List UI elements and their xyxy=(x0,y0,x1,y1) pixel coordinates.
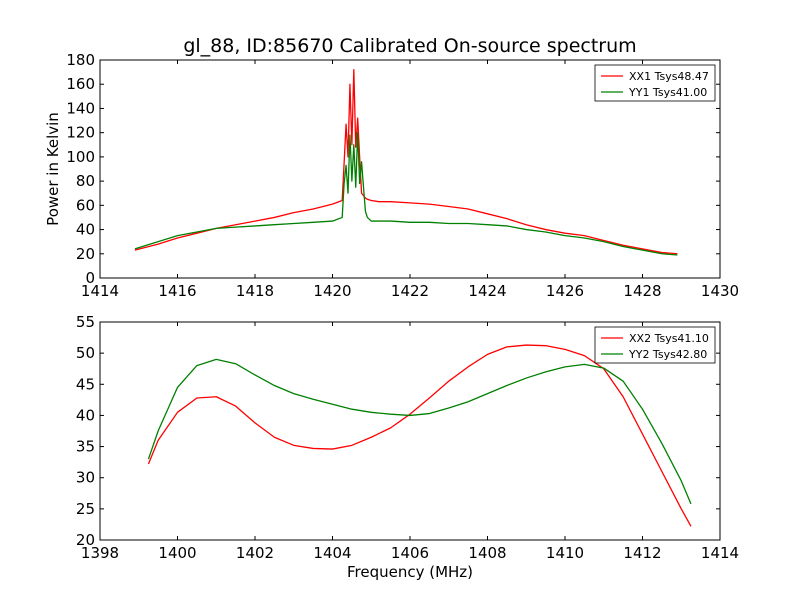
y-tick-label: 40 xyxy=(76,406,95,424)
x-tick-label: 1414 xyxy=(701,544,739,562)
y-tick-label: 35 xyxy=(76,438,95,456)
series-line-xx xyxy=(134,69,678,255)
series-line-yy xyxy=(134,132,678,256)
legend: XX1 Tsys48.47 YY1 Tsys41.00 xyxy=(594,64,716,102)
x-tick-label: 1410 xyxy=(546,544,584,562)
y-tick-label: 55 xyxy=(76,313,95,331)
legend: XX2 Tsys41.10 YY2 Tsys42.80 xyxy=(594,326,716,364)
y-axis-label: Power in Kelvin xyxy=(44,112,62,226)
y-tick-label: 0 xyxy=(85,269,95,287)
legend-box xyxy=(594,64,716,102)
legend-entry: YY2 Tsys42.80 xyxy=(628,348,707,361)
top-panel: 1414 1416 1418 1420 1422 1424 1426 1428 1430 0 20 4… xyxy=(44,35,739,300)
x-tick-label: 1414 xyxy=(81,282,119,300)
x-tick-label: 1398 xyxy=(81,544,119,562)
x-tick-label: 1400 xyxy=(158,544,196,562)
series-group xyxy=(134,69,678,256)
y-tick-label: 20 xyxy=(76,245,95,263)
x-tick-label: 1426 xyxy=(546,282,584,300)
y-tick-label: 120 xyxy=(66,124,95,142)
legend-entry: YY1 Tsys41.00 xyxy=(628,86,707,99)
x-tick-label: 1420 xyxy=(313,282,351,300)
y-tick-label: 160 xyxy=(66,75,95,93)
chart-title: gl_88, ID:85670 Calibrated On-source spe… xyxy=(183,35,636,57)
x-tick-label: 1418 xyxy=(236,282,274,300)
x-tick-label: 1422 xyxy=(391,282,429,300)
y-tick-label: 40 xyxy=(76,221,95,239)
y-tick-label: 30 xyxy=(76,469,95,487)
series-line-xx xyxy=(147,344,692,527)
x-tick-label: 1402 xyxy=(236,544,274,562)
legend-box xyxy=(594,326,716,364)
y-tick-label: 80 xyxy=(76,172,95,190)
legend-entry: XX2 Tsys41.10 xyxy=(629,332,709,345)
y-tick-label: 25 xyxy=(76,500,95,518)
y-tick-label: 100 xyxy=(66,148,95,166)
y-tick-label: 180 xyxy=(66,51,95,69)
y-tick-label: 20 xyxy=(76,531,95,549)
x-tick-label: 1412 xyxy=(623,544,661,562)
x-tick-label: 1404 xyxy=(313,544,351,562)
series-group xyxy=(147,344,692,527)
y-tick-label: 140 xyxy=(66,99,95,117)
bottom-panel: 1398 1400 1402 1404 1406 1408 1410 1412 1414 20 25… xyxy=(76,313,739,581)
y-tick-label: 45 xyxy=(76,375,95,393)
x-tick-label: 1408 xyxy=(468,544,506,562)
legend-entry: XX1 Tsys48.47 xyxy=(629,70,709,83)
y-tick-label: 50 xyxy=(76,344,95,362)
x-tick-label: 1406 xyxy=(391,544,429,562)
series-line-yy xyxy=(147,358,692,505)
y-tick-label: 60 xyxy=(76,196,95,214)
x-tick-label: 1430 xyxy=(701,282,739,300)
x-tick-label: 1424 xyxy=(468,282,506,300)
x-tick-label: 1416 xyxy=(158,282,196,300)
x-axis-label: Frequency (MHz) xyxy=(347,563,473,581)
x-tick-label: 1428 xyxy=(623,282,661,300)
